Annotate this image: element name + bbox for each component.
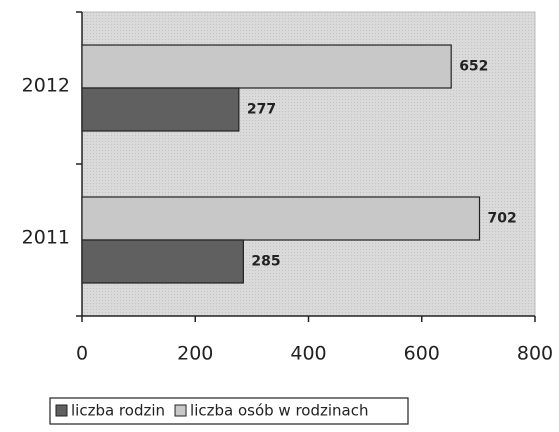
x-tick-label: 200 [177, 343, 213, 365]
value-label: 277 [247, 102, 276, 118]
y-tick-label: 2012 [22, 75, 70, 97]
legend-box [49, 397, 409, 425]
legend-label: liczba rodzin [71, 402, 165, 420]
x-tick-label: 600 [404, 343, 440, 365]
y-tick-label: 2011 [22, 227, 70, 249]
legend-swatch [174, 404, 187, 417]
bar [81, 87, 240, 132]
legend-swatch [55, 404, 68, 417]
value-label: 285 [251, 254, 280, 270]
x-tick-label: 800 [517, 343, 553, 365]
legend-label: liczba osób w rodzinach [190, 402, 368, 420]
bar [81, 239, 244, 284]
bar [81, 196, 481, 241]
x-tick-label: 400 [290, 343, 326, 365]
value-label: 652 [459, 59, 488, 75]
x-tick-label: 0 [76, 343, 88, 365]
bar [81, 44, 452, 89]
value-label: 702 [488, 211, 517, 227]
